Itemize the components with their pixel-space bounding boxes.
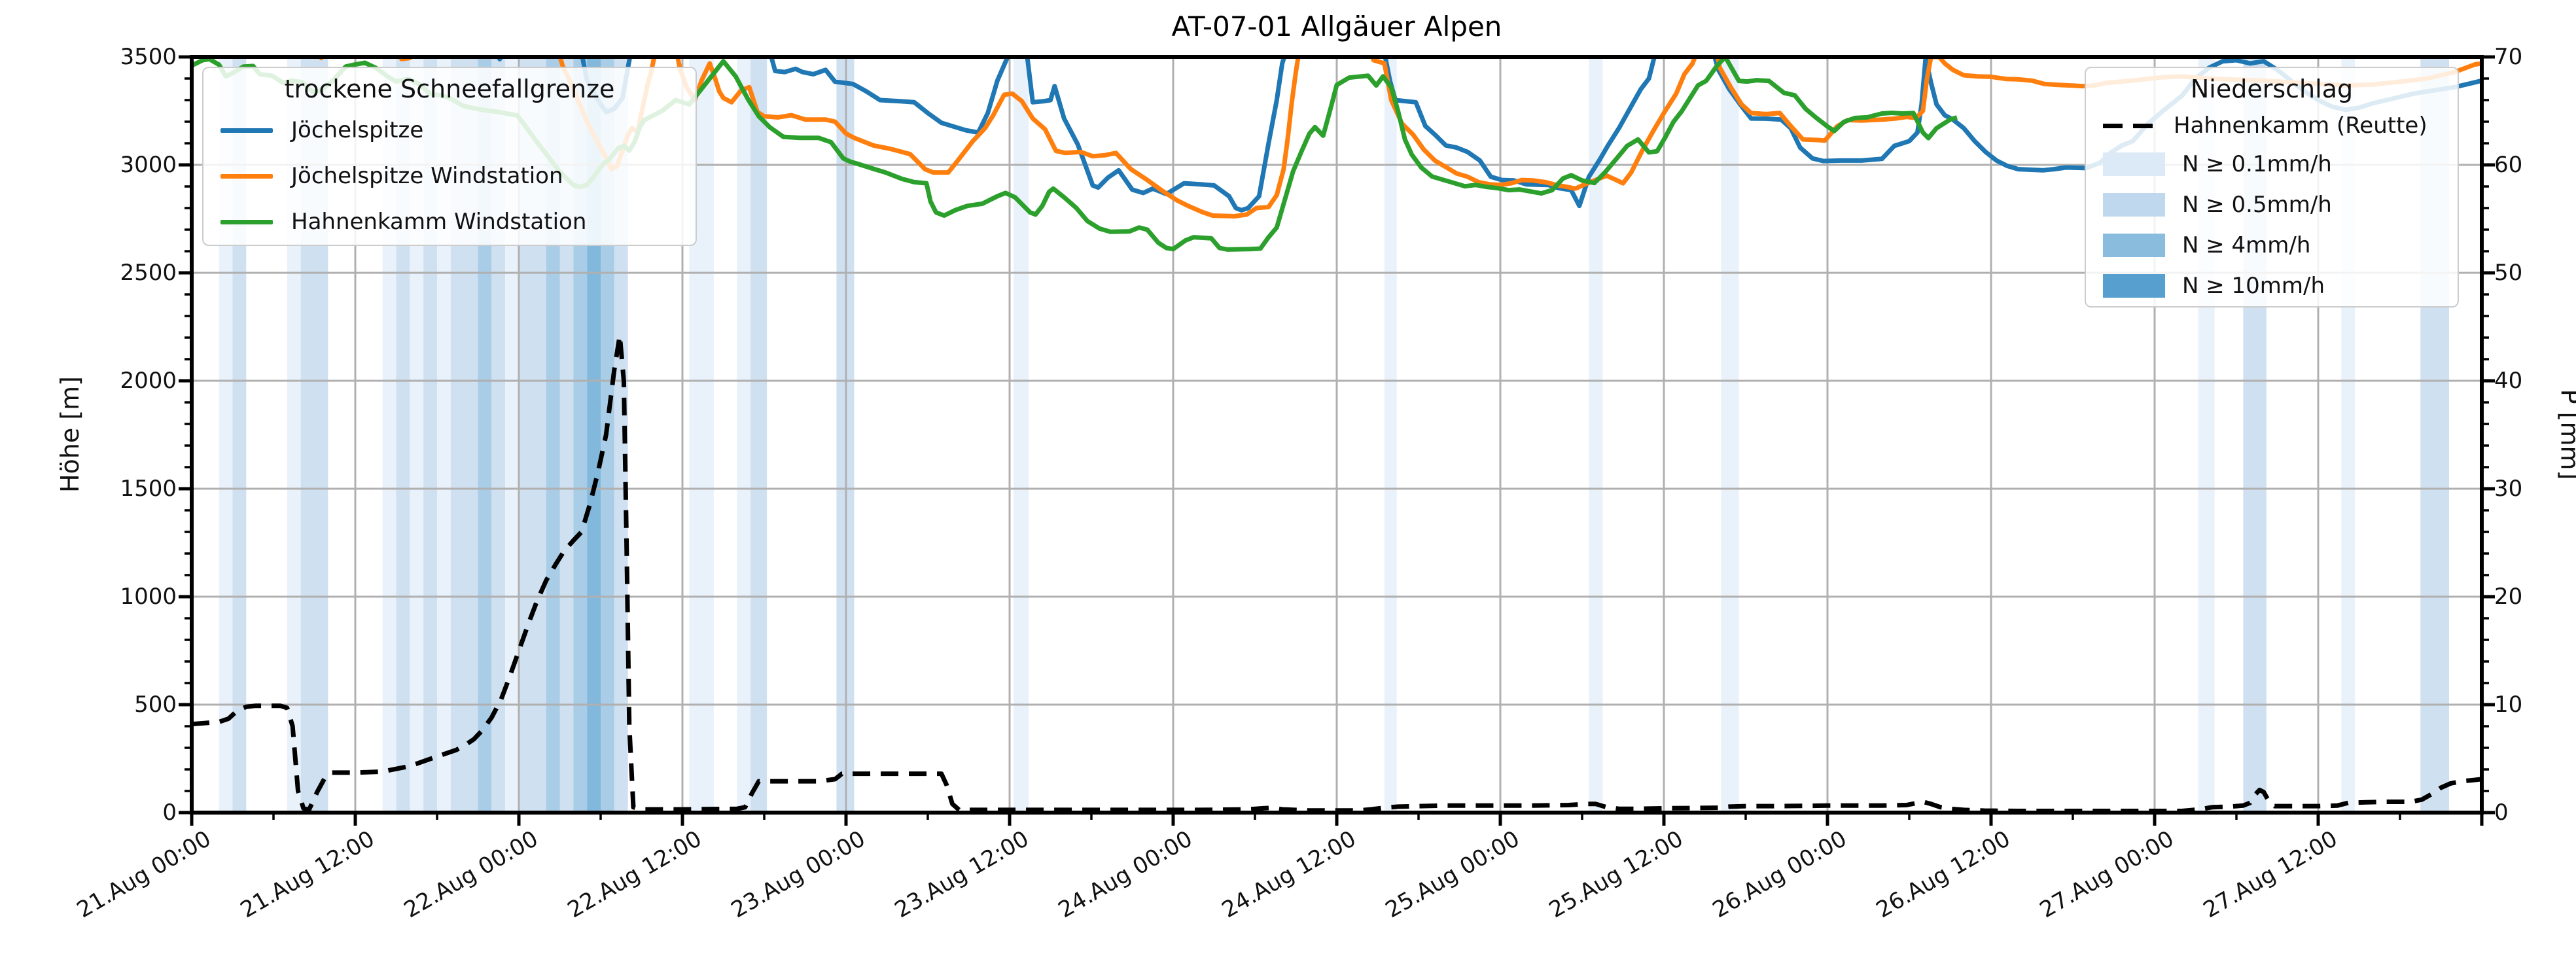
- legend-item-n-0-1mm-h: N ≥ 0.1mm/h: [2086, 144, 2458, 185]
- band-swatch: [2103, 234, 2165, 257]
- y-left-tick-label: 500: [134, 692, 177, 718]
- y-right-tick-label: 10: [2494, 692, 2523, 718]
- y-right-tick-label: 70: [2494, 44, 2523, 70]
- band-swatch: [2103, 274, 2165, 298]
- y-left-tick-label: 2500: [120, 260, 177, 286]
- line-swatch: [221, 173, 273, 179]
- precip-band: [750, 57, 768, 813]
- precip-band: [737, 57, 751, 813]
- legend-item-n-10mm-h: N ≥ 10mm/h: [2086, 266, 2458, 306]
- legend-item-label: Jöchelspitze: [291, 117, 424, 143]
- y-right-tick-label: 30: [2494, 476, 2523, 502]
- precip-band: [1721, 57, 1739, 813]
- y-left-tick-label: 0: [162, 800, 177, 826]
- y-left-tick-label: 2000: [120, 368, 177, 394]
- line-swatch: [221, 128, 273, 133]
- y-right-tick-label: 20: [2494, 584, 2523, 610]
- legend-item-label: N ≥ 0.5mm/h: [2182, 192, 2332, 218]
- legend-snowline-title: trockene Schneefallgrenze: [284, 75, 615, 103]
- y-right-tick-label: 50: [2494, 260, 2523, 286]
- y-axis-right-label: P [mm]: [2555, 389, 2576, 480]
- legend-precipitation: Niederschlag Hahnenkamm (Reutte) N ≥ 0.1…: [2085, 67, 2459, 308]
- legend-item-label: N ≥ 4mm/h: [2182, 232, 2311, 258]
- legend-snowline: trockene Schneefallgrenze Jöchelspitze Jö…: [202, 67, 697, 246]
- precip-band: [1384, 57, 1397, 813]
- legend-item-label: N ≥ 10mm/h: [2182, 273, 2325, 299]
- precip-band: [1589, 57, 1603, 813]
- band-swatch: [2103, 152, 2165, 176]
- gridlines: [192, 57, 2482, 813]
- legend-item-n-0-5mm-h: N ≥ 0.5mm/h: [2086, 185, 2458, 225]
- y-left-tick-label: 3000: [120, 152, 177, 178]
- series-hahnenkamm-reutte--line: [192, 333, 2482, 813]
- axis-ticks: [179, 55, 2495, 826]
- line-swatch: [221, 219, 273, 224]
- legend-item-j-chelspitze: Jöchelspitze: [203, 107, 696, 153]
- legend-item-label: Hahnenkamm Windstation: [291, 209, 587, 235]
- legend-item-n-4mm-h: N ≥ 4mm/h: [2086, 225, 2458, 266]
- dashed-line-swatch: [2103, 123, 2155, 128]
- y-left-tick-label: 1500: [120, 476, 177, 502]
- y-right-tick-label: 0: [2494, 800, 2509, 826]
- band-swatch: [2103, 193, 2165, 217]
- precip-band: [1014, 57, 1029, 813]
- legend-precipitation-title: Niederschlag: [2190, 75, 2354, 103]
- y-right-tick-label: 40: [2494, 368, 2523, 394]
- legend-item-hahnenkamm-reutte: Hahnenkamm (Reutte): [2086, 107, 2458, 144]
- legend-item-label: Hahnenkamm (Reutte): [2174, 113, 2427, 139]
- y-left-tick-label: 3500: [120, 44, 177, 70]
- legend-item-hahnenkamm-windstation: Hahnenkamm Windstation: [203, 199, 696, 245]
- legend-item-label: Jöchelspitze Windstation: [291, 163, 563, 189]
- y-left-tick-label: 1000: [120, 584, 177, 610]
- legend-item-j-chelspitze-windstation: Jöchelspitze Windstation: [203, 153, 696, 199]
- y-right-tick-label: 60: [2494, 152, 2523, 178]
- chart-title: AT-07-01 Allgäuer Alpen: [1171, 10, 1502, 43]
- legend-item-label: N ≥ 0.1mm/h: [2182, 151, 2332, 177]
